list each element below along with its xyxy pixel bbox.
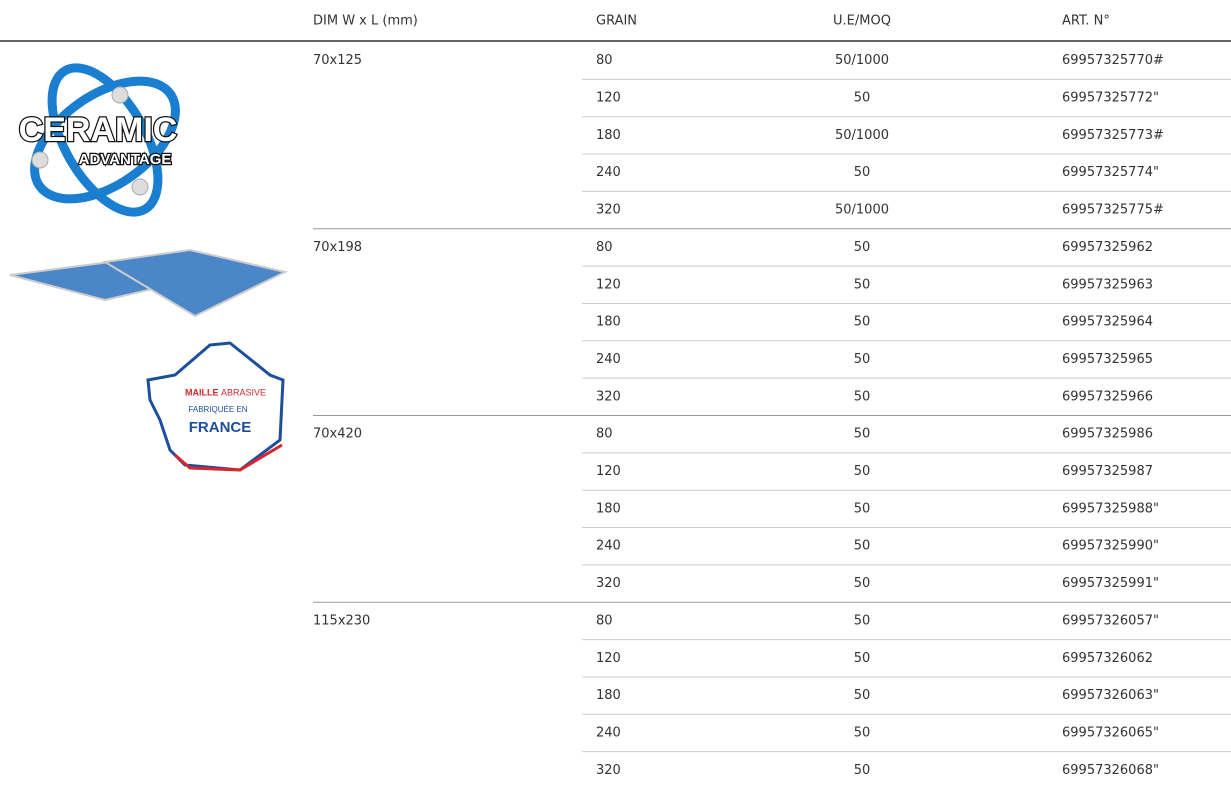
cell: 69957325987 xyxy=(1062,464,1153,479)
cell: 120 xyxy=(596,91,621,106)
cell: 50 xyxy=(854,389,871,404)
logo-text: CERAMIC xyxy=(19,111,178,149)
cell: 69957325991" xyxy=(1062,576,1159,591)
badge-france: MAILLE ABRASIVE FABRIQUÉE EN FRANCE xyxy=(146,341,285,472)
cell: 69957325963 xyxy=(1062,277,1153,292)
cell: 50 xyxy=(854,91,871,106)
cell: 69957325965 xyxy=(1062,352,1153,367)
cell: 80 xyxy=(596,240,613,255)
cell: 120 xyxy=(596,464,621,479)
cell: 69957325990" xyxy=(1062,539,1159,554)
cell: 50/1000 xyxy=(835,128,889,143)
cell: 120 xyxy=(596,651,621,666)
cell: 80 xyxy=(596,53,613,68)
cell: 240 xyxy=(596,165,621,180)
cell: 69957325772" xyxy=(1062,91,1159,106)
cell: 320 xyxy=(596,576,621,591)
cell: 69957325774" xyxy=(1062,165,1159,180)
cell: 50 xyxy=(854,315,871,330)
cell: 80 xyxy=(596,427,613,442)
product-image xyxy=(9,248,288,318)
cell: 69957326062 xyxy=(1062,651,1153,666)
cell: 50 xyxy=(854,277,871,292)
cell: 240 xyxy=(596,725,621,740)
cell: 50 xyxy=(854,501,871,516)
cell: 69957325962 xyxy=(1062,240,1153,255)
badge-text: FRANCE xyxy=(189,419,252,436)
cell: 50 xyxy=(854,464,871,479)
cell: 50 xyxy=(854,725,871,740)
cell: 50 xyxy=(854,539,871,554)
cell: 69957325775# xyxy=(1062,203,1164,218)
cell: 50 xyxy=(854,352,871,367)
cell: 69957325773# xyxy=(1062,128,1164,143)
cell: 320 xyxy=(596,763,621,778)
cell: 320 xyxy=(596,389,621,404)
cell: 180 xyxy=(596,315,621,330)
cell: 69957325988" xyxy=(1062,501,1159,516)
cell: 50 xyxy=(854,165,871,180)
logo-ceramic: CERAMIC ADVANTAGE xyxy=(17,63,180,217)
cell: 180 xyxy=(596,688,621,703)
column-header: U.E/MOQ xyxy=(833,14,891,29)
dimension: 70x420 xyxy=(313,427,362,442)
cell: 50 xyxy=(854,613,871,628)
cell: 50 xyxy=(854,240,871,255)
column-header: ART. N° xyxy=(1062,14,1110,29)
cell: 50/1000 xyxy=(835,203,889,218)
logo-text: ADVANTAGE xyxy=(79,151,172,168)
cell: 69957326063" xyxy=(1062,688,1159,703)
cell: 69957326068" xyxy=(1062,763,1159,778)
dimension: 115x230 xyxy=(313,613,370,628)
cell: 69957326065" xyxy=(1062,725,1159,740)
badge-text: FABRIQUÉE EN xyxy=(188,405,247,414)
cell: 69957326057" xyxy=(1062,613,1159,628)
column-header: DIM W x L (mm) xyxy=(313,14,418,29)
cell: 180 xyxy=(596,128,621,143)
cell: 50 xyxy=(854,427,871,442)
cell: 50 xyxy=(854,688,871,703)
cell: 50 xyxy=(854,763,871,778)
badge-text: MAILLE xyxy=(185,387,219,397)
column-header: GRAIN xyxy=(596,14,637,29)
badge-text: ABRASIVE xyxy=(221,387,266,397)
cell: 180 xyxy=(596,501,621,516)
dimension: 70x125 xyxy=(313,53,362,68)
cell: 120 xyxy=(596,277,621,292)
cell: 240 xyxy=(596,352,621,367)
cell: 69957325770# xyxy=(1062,53,1164,68)
cell: 50/1000 xyxy=(835,53,889,68)
cell: 69957325964 xyxy=(1062,315,1153,330)
cell: 50 xyxy=(854,651,871,666)
dimension: 70x198 xyxy=(313,240,362,255)
cell: 50 xyxy=(854,576,871,591)
cell: 240 xyxy=(596,539,621,554)
cell: 80 xyxy=(596,613,613,628)
cell: 320 xyxy=(596,203,621,218)
cell: 69957325986 xyxy=(1062,427,1153,442)
cell: 69957325966 xyxy=(1062,389,1153,404)
